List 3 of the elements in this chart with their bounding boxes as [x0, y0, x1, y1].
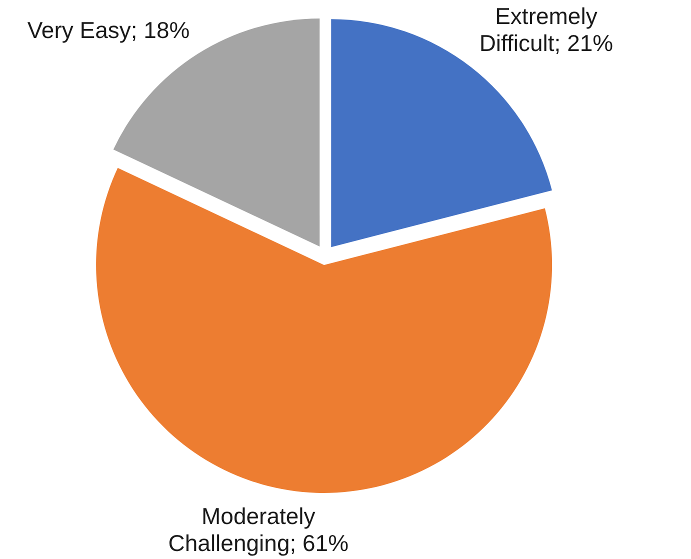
slice-label: Extremely Difficult; 21%: [478, 3, 614, 58]
slice-label: Very Easy; 18%: [26, 16, 191, 44]
slice-label: Moderately Challenging; 61%: [167, 503, 350, 557]
